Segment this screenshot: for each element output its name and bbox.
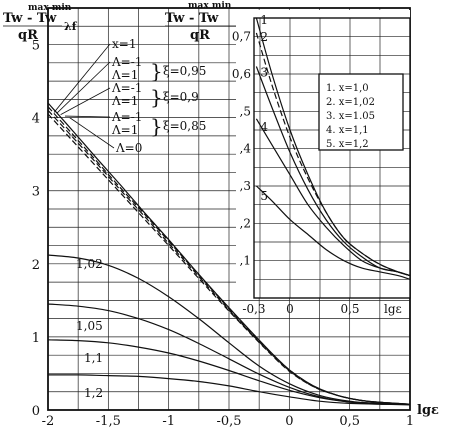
main-x-tick-label: -0,5 <box>216 414 241 429</box>
label-xi-09: ξ=0,9 <box>163 90 199 104</box>
inset-curve-number: 2 <box>260 30 268 44</box>
label-lambda-minus1-a: Λ=-1 <box>111 55 142 69</box>
inset-y-label-denominator: qR <box>190 28 210 43</box>
main-x-tick-label: -1 <box>162 414 175 429</box>
inset-x-tick-labels: -0,3 0 0,5 <box>242 302 359 316</box>
curve-label-11: 1,1 <box>84 351 103 365</box>
curve-labels: 1,02 1,05 1,1 1,2 <box>76 257 103 400</box>
inset-legend-box <box>318 73 404 151</box>
label-lambda-1-a: Λ=1 <box>111 68 138 82</box>
label-lambda-1-c: Λ=1 <box>111 123 138 137</box>
main-x-tick-label: 0 <box>285 414 293 429</box>
inset-curve-number: 1 <box>260 13 268 27</box>
main-y-tick-labels: 0 1 2 3 4 5 <box>32 39 40 419</box>
brace-1: } <box>150 59 163 83</box>
inset-series <box>255 17 411 280</box>
curve-label-105: 1,05 <box>76 319 103 333</box>
label-xi-095: ξ=0,95 <box>163 64 206 78</box>
group-labels: x=1 Λ=-1 Λ=1 Λ=-1 Λ=1 Λ=-1 Λ=1 Λ=0 } } }… <box>111 37 206 155</box>
inset-y-tick-label: ,2 <box>240 216 251 230</box>
inset-y-tick-label: 0,7 <box>232 30 251 44</box>
leader-lines <box>53 43 115 149</box>
main-y-axis-label: max min Tw - Tw qR λf <box>3 3 78 43</box>
main-x-tick-label: -1,5 <box>96 414 121 429</box>
inset-x-tick-label: 0,5 <box>340 302 359 316</box>
main-y-label-superscript: max min <box>28 3 72 13</box>
main-y-tick-label: 5 <box>32 39 40 54</box>
inset-x-end-label: lgε <box>384 302 402 316</box>
inset-curve-number: 4 <box>260 120 268 134</box>
inset-background <box>236 10 410 298</box>
inset-plot-frame <box>253 17 411 299</box>
inset-series-line-5-x-1-2 <box>255 185 411 280</box>
inset-curve-number: 3 <box>260 66 268 80</box>
inset-y-tick-label: ,3 <box>240 179 251 193</box>
inset-y-label-numerator: Tw - Tw <box>165 11 219 26</box>
inset-x-tick-label: -0,3 <box>242 302 265 316</box>
inset-series-line-4-x-1-1 <box>255 118 411 277</box>
legend-entry-5: 5. x=1,2 <box>326 139 369 150</box>
label-lambda-0: Λ=0 <box>115 141 142 155</box>
main-y-tick-label: 1 <box>32 331 40 346</box>
series-line-x-1-2 <box>47 374 411 406</box>
main-y-tick-label: 3 <box>32 185 40 200</box>
main-x-tick-label: 1 <box>406 414 414 429</box>
legend-entry-2: 2. x=1,02 <box>326 97 375 108</box>
main-y-label-suffix: λf <box>64 20 78 33</box>
inset-y-axis-label: max min Tw - Tw qR <box>165 1 236 43</box>
label-lambda-minus1-b: Λ=-1 <box>111 81 142 95</box>
leader-line <box>60 87 111 115</box>
leader-line <box>64 115 111 118</box>
inset-series-line-2-x-1-02 <box>255 32 411 277</box>
legend-entry-4: 4. x=1,1 <box>326 125 369 136</box>
main-x-tick-labels: -2 -1,5 -1 -0,5 0 0,5 1 <box>42 414 414 429</box>
inset-y-tick-label: ,1 <box>240 254 251 268</box>
inset-y-tick-label: 0,6 <box>232 67 251 81</box>
inset-y-label-superscript: max min <box>188 1 232 11</box>
main-y-tick-label: 4 <box>32 112 40 127</box>
leader-line <box>56 61 111 114</box>
main-series <box>47 102 411 406</box>
curve-label-102: 1,02 <box>76 257 103 271</box>
curve-label-12: 1,2 <box>84 386 103 400</box>
label-lambda-1-b: Λ=1 <box>111 94 138 108</box>
inset-x-tick-label: 0 <box>286 302 294 316</box>
main-x-axis-label: lgε <box>417 403 439 418</box>
main-x-tick-label: 0,5 <box>339 414 360 429</box>
main-x-tick-label: -2 <box>42 414 55 429</box>
brace-2: } <box>150 85 163 109</box>
label-x-1: x=1 <box>112 37 136 51</box>
inset-curve-numbers: 1 2 3 4 5 <box>260 13 268 203</box>
brace-3: } <box>150 114 163 138</box>
legend-entry-3: 3. x=1.05 <box>326 111 375 122</box>
inset-curve-number: 5 <box>260 189 268 203</box>
main-y-tick-label: 2 <box>32 258 40 273</box>
inset-y-tick-label: ,4 <box>240 142 252 156</box>
series-line-0-95 <box>47 106 411 405</box>
inset-legend: 1. x=1,0 2. x=1,02 3. x=1.05 4. x=1,1 5.… <box>318 73 404 151</box>
inset-y-tick-label: ,5 <box>240 104 251 118</box>
main-y-label-denominator: qR <box>18 28 38 43</box>
legend-entry-1: 1. x=1,0 <box>326 83 369 94</box>
main-y-tick-label: 0 <box>32 404 40 419</box>
label-xi-085: ξ=0,85 <box>163 119 206 133</box>
inset-y-tick-labels: ,1 ,2 ,3 ,4 ,5 0,6 0,7 <box>232 30 251 268</box>
series-line-x-1-1 <box>47 339 411 405</box>
main-y-label-numerator: Tw - Tw <box>3 11 57 26</box>
leader-line <box>53 43 111 113</box>
label-lambda-minus1-c: Λ=-1 <box>111 110 142 124</box>
leader-line <box>69 117 115 149</box>
series-line-x-1-02 <box>47 254 411 405</box>
